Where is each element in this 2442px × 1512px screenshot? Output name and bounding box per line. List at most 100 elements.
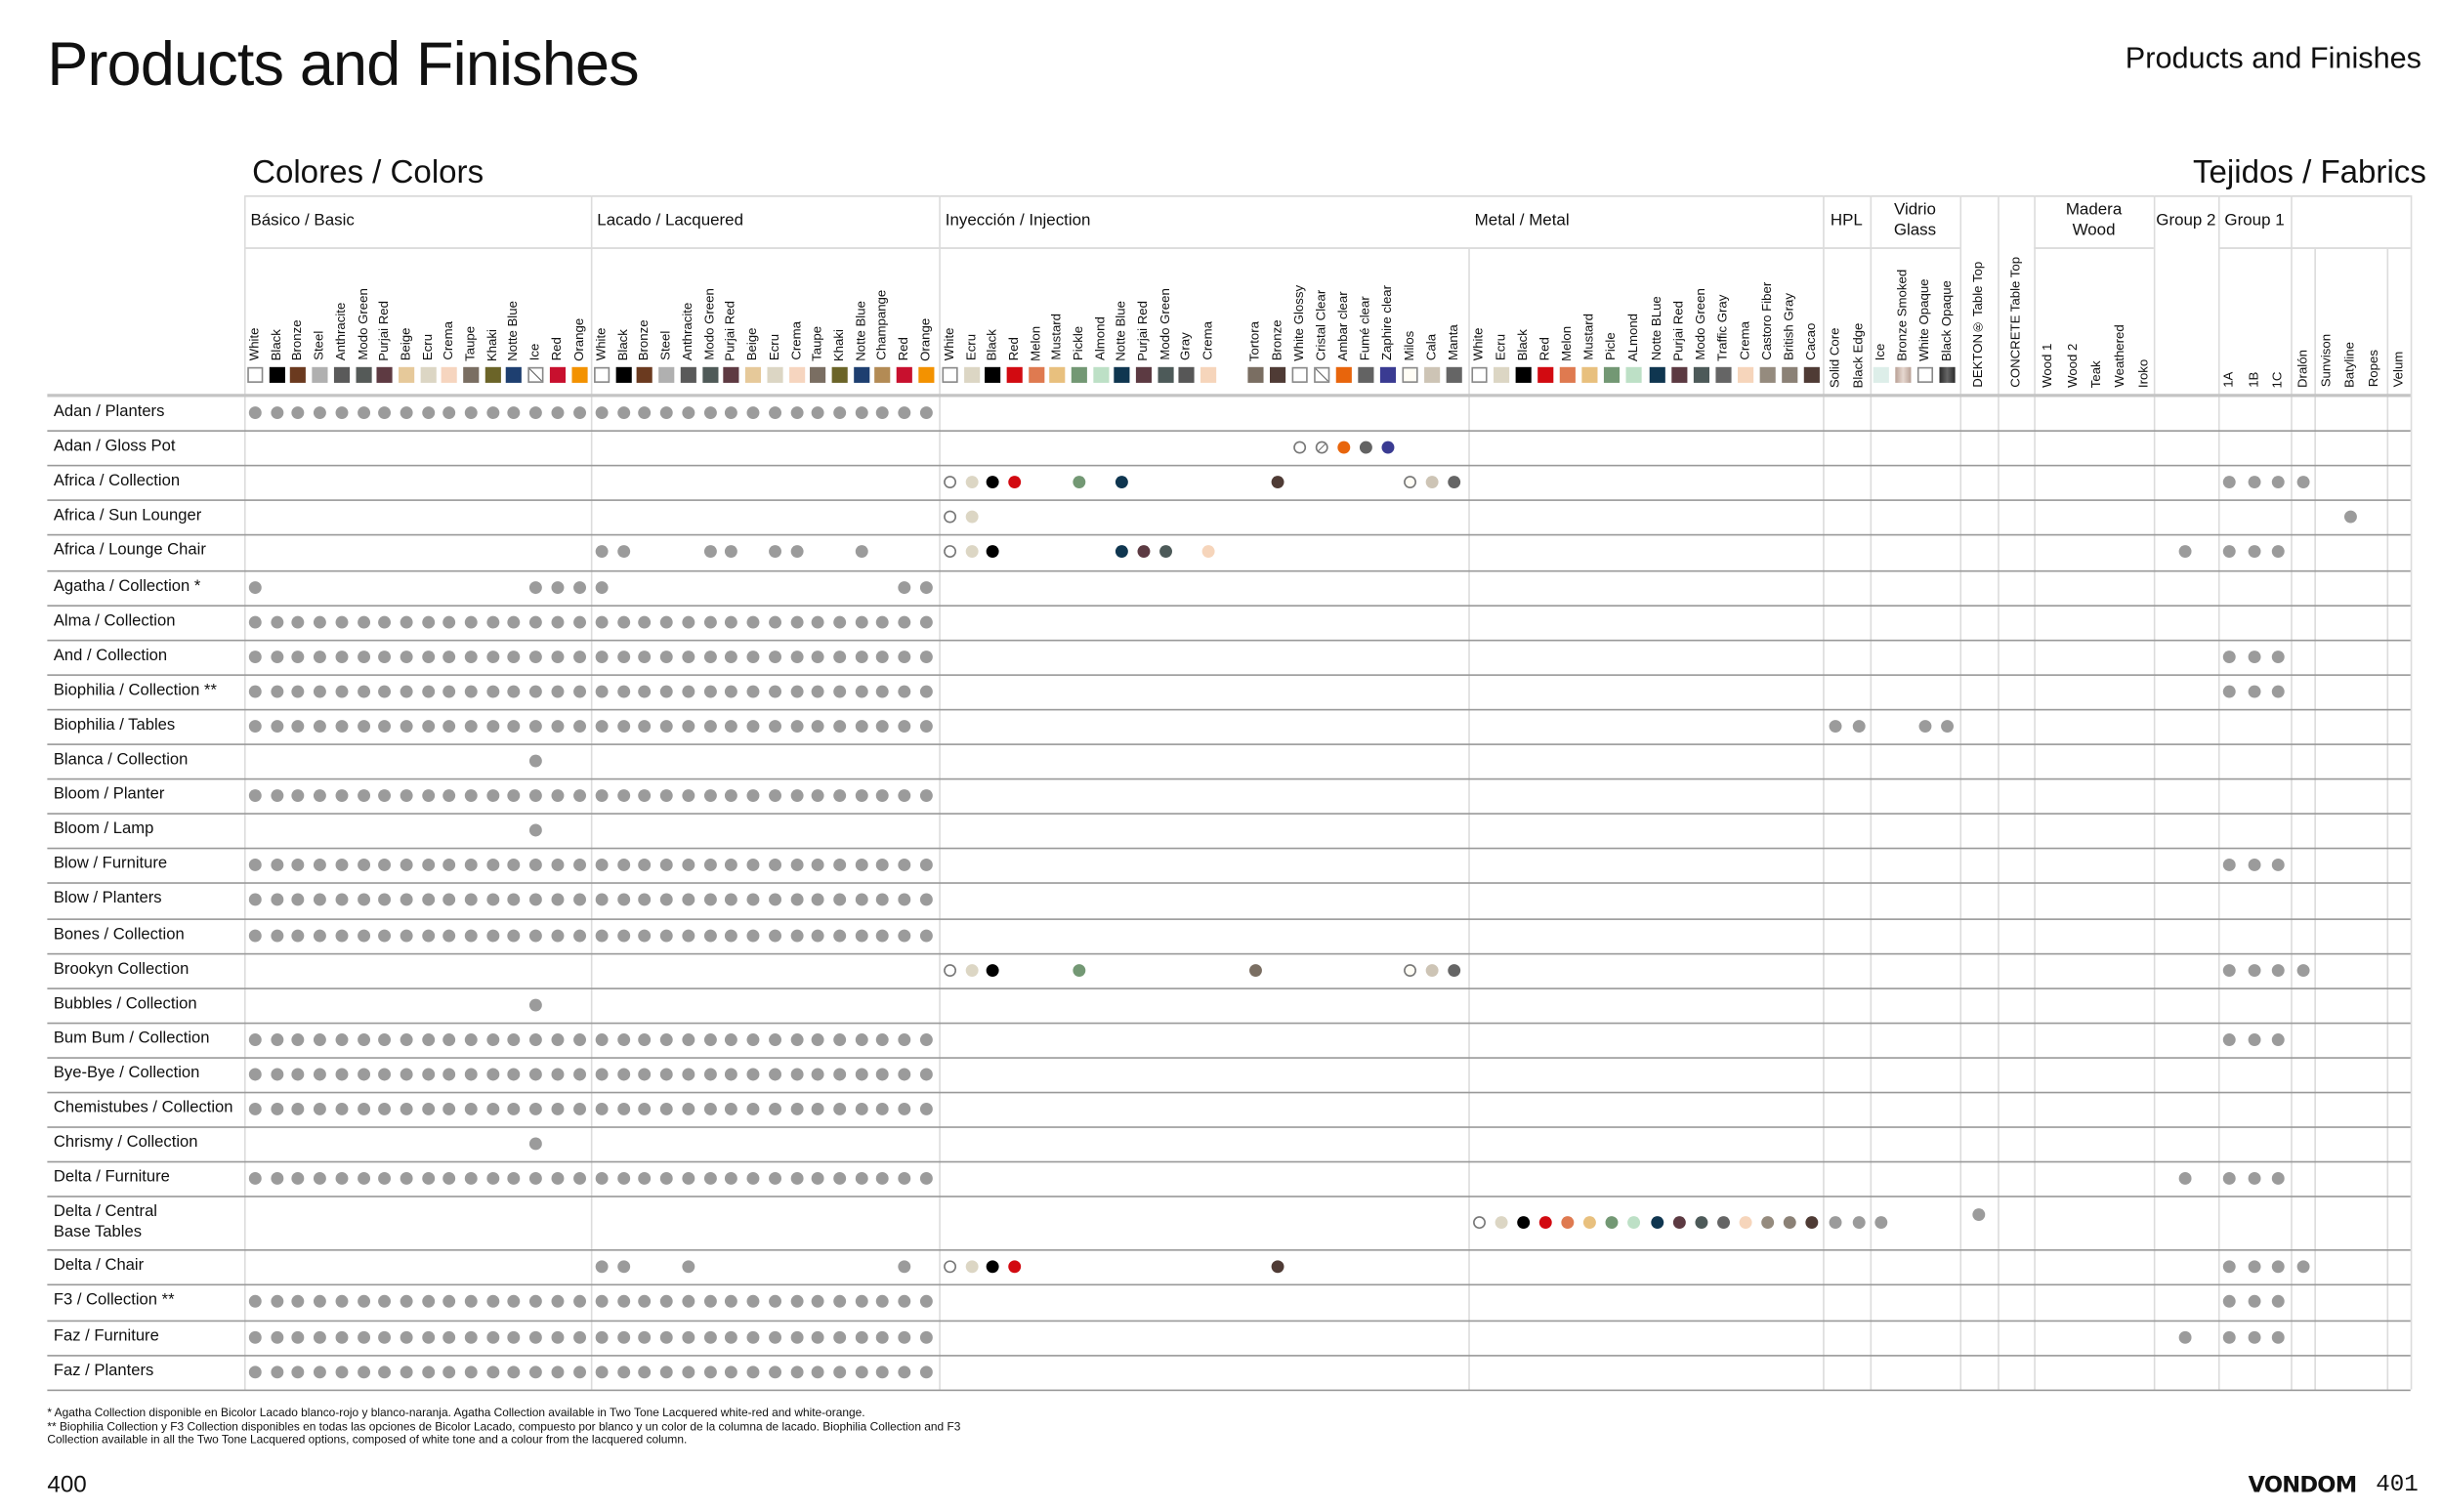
column-label: Notte Blue (1114, 300, 1129, 361)
finish-dot (442, 719, 456, 733)
column-label: Notte BLue (1648, 296, 1663, 361)
finish-dot (270, 719, 283, 733)
finish-dot (855, 406, 868, 420)
color-swatch (1071, 366, 1087, 383)
color-swatch (897, 366, 913, 383)
color-swatch (1737, 366, 1753, 383)
finish-dot (682, 1260, 695, 1274)
color-swatch (419, 366, 437, 383)
column-label: Orange (570, 317, 586, 361)
column-label: Crema (442, 321, 456, 361)
finish-dot (876, 1330, 890, 1344)
color-swatch (376, 366, 393, 383)
finish-dot (248, 1365, 262, 1378)
finish-dot (703, 1365, 717, 1378)
finish-dot (442, 1068, 456, 1081)
finish-dot (572, 859, 586, 872)
finish-dot (442, 928, 456, 942)
finish-dot (270, 1068, 283, 1081)
finish-dot (400, 1330, 413, 1344)
column-label: White (942, 327, 957, 361)
color-swatch (1670, 366, 1687, 383)
finish-dot (1716, 1216, 1730, 1230)
row-label: Blanca / Collection (53, 751, 189, 770)
finish-dot (1852, 1216, 1866, 1230)
finish-dot (833, 1295, 847, 1309)
color-swatch (1114, 366, 1131, 383)
color-swatch (788, 366, 805, 383)
color-swatch (831, 366, 848, 383)
finish-dot (507, 685, 521, 698)
finish-dot (485, 1068, 499, 1081)
row-label: Faz / Planters (53, 1362, 154, 1380)
column-divider (1959, 194, 1962, 1390)
finish-dot (2271, 963, 2285, 977)
column-divider (2034, 194, 2036, 1390)
finish-dot (833, 859, 847, 872)
finish-dot (1583, 1216, 1597, 1230)
finish-dot (855, 1172, 868, 1186)
finish-dot (789, 859, 803, 872)
finish-dot (1448, 963, 1461, 977)
finish-dot (725, 1103, 738, 1116)
finish-dot (1425, 476, 1439, 489)
finish-dot (2271, 685, 2285, 698)
finish-dot (1271, 1260, 1284, 1274)
finish-dot (595, 615, 609, 628)
finish-dot (789, 894, 803, 907)
finish-dot (357, 789, 370, 803)
finish-dot (725, 789, 738, 803)
finish-dot (919, 1295, 933, 1309)
finish-dot (335, 1330, 349, 1344)
finish-dot (507, 719, 521, 733)
finish-dot (1404, 476, 1416, 489)
group-header-hpl: HPL (1830, 211, 1863, 231)
finish-dot (400, 1365, 413, 1378)
finish-dot (529, 1330, 542, 1344)
finish-dot (725, 545, 738, 559)
finish-dot (464, 894, 478, 907)
column-label: Khaki (484, 328, 499, 361)
finish-dot (485, 894, 499, 907)
finish-dot (314, 789, 327, 803)
finish-dot (789, 789, 803, 803)
finish-dot (768, 615, 781, 628)
finish-dot (2271, 1172, 2285, 1186)
finish-dot (292, 1295, 305, 1309)
finish-dot (703, 545, 717, 559)
finish-dot (2296, 1260, 2310, 1274)
finish-dot (876, 406, 890, 420)
finish-dot (1337, 441, 1351, 454)
finish-dot (529, 580, 542, 594)
color-swatch (1782, 366, 1798, 383)
finish-dot (314, 685, 327, 698)
column-label: Notte Blue (853, 300, 868, 361)
column-label: CONCRETE Table Top (2008, 256, 2023, 388)
finish-dot (2271, 476, 2285, 489)
finish-dot (703, 719, 717, 733)
color-swatch (269, 366, 285, 383)
finish-dot (768, 1103, 781, 1116)
finish-dot (421, 1172, 435, 1186)
finish-dot (746, 1295, 760, 1309)
finish-dot (1874, 1216, 1888, 1230)
column-divider (1998, 194, 2000, 1390)
finish-dot (876, 859, 890, 872)
finish-dot (1404, 963, 1416, 977)
column-label: Crema (788, 321, 803, 361)
color-swatch (1515, 366, 1532, 383)
finish-dot (270, 685, 283, 698)
finish-dot (725, 1172, 738, 1186)
finish-dot (746, 1330, 760, 1344)
finish-dot (682, 894, 695, 907)
finish-dot (855, 1330, 868, 1344)
finish-dot (746, 1365, 760, 1378)
row-rule (47, 673, 2411, 676)
finish-dot (855, 894, 868, 907)
row-label: Adan / Gloss Pot (53, 438, 176, 456)
finish-dot (485, 928, 499, 942)
finish-dot (1829, 719, 1842, 733)
finish-dot (746, 1103, 760, 1116)
finish-dot (746, 1068, 760, 1081)
finish-dot (595, 406, 609, 420)
